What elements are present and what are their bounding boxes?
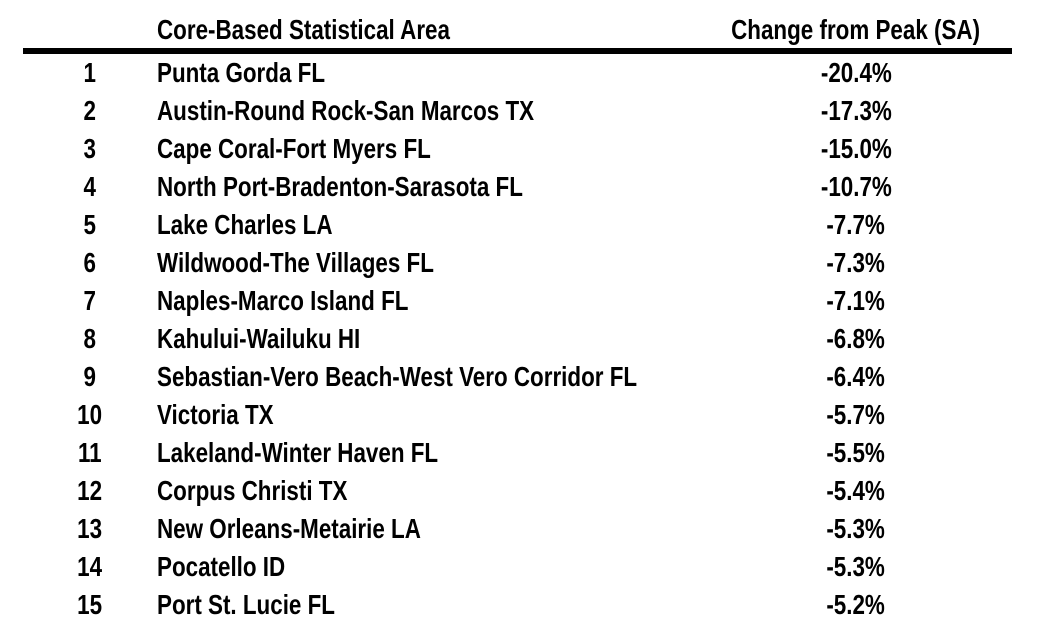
table-row: 8 Kahului-Wailuku HI -6.8% bbox=[23, 320, 1012, 358]
rank-cell: 12 bbox=[77, 475, 103, 506]
area-cell: Austin-Round Rock-San Marcos TX bbox=[157, 95, 535, 126]
table-row: 2 Austin-Round Rock-San Marcos TX -17.3% bbox=[23, 92, 1012, 130]
change-cell: -5.7% bbox=[826, 399, 886, 430]
area-cell: North Port-Bradenton-Sarasota FL bbox=[157, 171, 523, 202]
area-cell: Port St. Lucie FL bbox=[157, 589, 335, 620]
column-header-change: Change from Peak (SA) bbox=[700, 0, 1012, 54]
area-cell: Wildwood-The Villages FL bbox=[157, 247, 434, 278]
change-cell: -20.4% bbox=[820, 57, 892, 88]
change-cell: -7.1% bbox=[826, 285, 886, 316]
change-cell: -5.3% bbox=[826, 551, 886, 582]
rank-cell: 3 bbox=[83, 133, 97, 164]
area-cell: Cape Coral-Fort Myers FL bbox=[157, 133, 431, 164]
change-cell: -5.2% bbox=[826, 589, 886, 620]
table-row: 9 Sebastian-Vero Beach-West Vero Corrido… bbox=[23, 358, 1012, 396]
area-cell: Naples-Marco Island FL bbox=[157, 285, 409, 316]
rank-cell: 11 bbox=[78, 437, 102, 468]
change-cell: -5.3% bbox=[826, 513, 886, 544]
table-row: 1 Punta Gorda FL -20.4% bbox=[23, 51, 1012, 92]
rank-cell: 10 bbox=[77, 399, 103, 430]
table-header: Core-Based Statistical Area Change from … bbox=[23, 0, 1012, 54]
rank-cell: 5 bbox=[83, 209, 97, 240]
rank-cell: 15 bbox=[77, 589, 103, 620]
table-row: 3 Cape Coral-Fort Myers FL -15.0% bbox=[23, 130, 1012, 168]
change-cell: -7.3% bbox=[826, 247, 886, 278]
rank-cell: 2 bbox=[83, 95, 97, 126]
table-row: 10 Victoria TX -5.7% bbox=[23, 396, 1012, 434]
table-row: 6 Wildwood-The Villages FL -7.3% bbox=[23, 244, 1012, 282]
area-cell: Kahului-Wailuku HI bbox=[157, 323, 361, 354]
rank-cell: 8 bbox=[83, 323, 97, 354]
rank-cell: 14 bbox=[77, 551, 103, 582]
table-row: 12 Corpus Christi TX -5.4% bbox=[23, 472, 1012, 510]
table-row: 4 North Port-Bradenton-Sarasota FL -10.7… bbox=[23, 168, 1012, 206]
rank-cell: 1 bbox=[83, 57, 97, 88]
table-row: 15 Port St. Lucie FL -5.2% bbox=[23, 586, 1012, 624]
table-row: 7 Naples-Marco Island FL -7.1% bbox=[23, 282, 1012, 320]
change-cell: -10.7% bbox=[820, 171, 892, 202]
area-cell: Lake Charles LA bbox=[157, 209, 333, 240]
area-cell: Sebastian-Vero Beach-West Vero Corridor … bbox=[157, 361, 638, 392]
table-row: 14 Pocatello ID -5.3% bbox=[23, 548, 1012, 586]
change-cell: -5.4% bbox=[826, 475, 886, 506]
area-cell: Pocatello ID bbox=[157, 551, 286, 582]
rank-cell: 6 bbox=[83, 247, 97, 278]
rank-cell: 7 bbox=[83, 285, 97, 316]
rank-cell: 13 bbox=[77, 513, 103, 544]
change-cell: -7.7% bbox=[826, 209, 886, 240]
column-header-area: Core-Based Statistical Area bbox=[157, 0, 700, 54]
column-header-rank bbox=[23, 0, 157, 54]
area-cell: Lakeland-Winter Haven FL bbox=[157, 437, 439, 468]
rank-cell: 9 bbox=[83, 361, 97, 392]
table-row: 5 Lake Charles LA -7.7% bbox=[23, 206, 1012, 244]
cbsa-change-from-peak-table: Core-Based Statistical Area Change from … bbox=[23, 0, 1012, 624]
change-cell: -17.3% bbox=[820, 95, 892, 126]
change-cell: -6.4% bbox=[826, 361, 886, 392]
change-cell: -5.5% bbox=[826, 437, 886, 468]
change-cell: -15.0% bbox=[820, 133, 892, 164]
header-row: Core-Based Statistical Area Change from … bbox=[23, 0, 1012, 54]
area-cell: New Orleans-Metairie LA bbox=[157, 513, 421, 544]
area-cell: Victoria TX bbox=[157, 399, 274, 430]
change-cell: -6.8% bbox=[826, 323, 886, 354]
table-body: 1 Punta Gorda FL -20.4% 2 Austin-Round R… bbox=[23, 51, 1012, 624]
area-cell: Punta Gorda FL bbox=[157, 57, 325, 88]
area-cell: Corpus Christi TX bbox=[157, 475, 348, 506]
rank-cell: 4 bbox=[83, 171, 97, 202]
table-row: 13 New Orleans-Metairie LA -5.3% bbox=[23, 510, 1012, 548]
table-row: 11 Lakeland-Winter Haven FL -5.5% bbox=[23, 434, 1012, 472]
